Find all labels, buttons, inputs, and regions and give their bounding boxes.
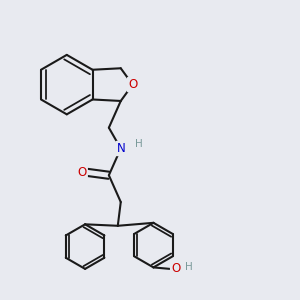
Text: N: N — [116, 142, 125, 155]
Text: O: O — [171, 262, 180, 275]
Text: H: H — [185, 262, 193, 272]
Text: O: O — [77, 166, 87, 179]
Text: O: O — [128, 78, 137, 91]
Text: H: H — [135, 139, 142, 149]
